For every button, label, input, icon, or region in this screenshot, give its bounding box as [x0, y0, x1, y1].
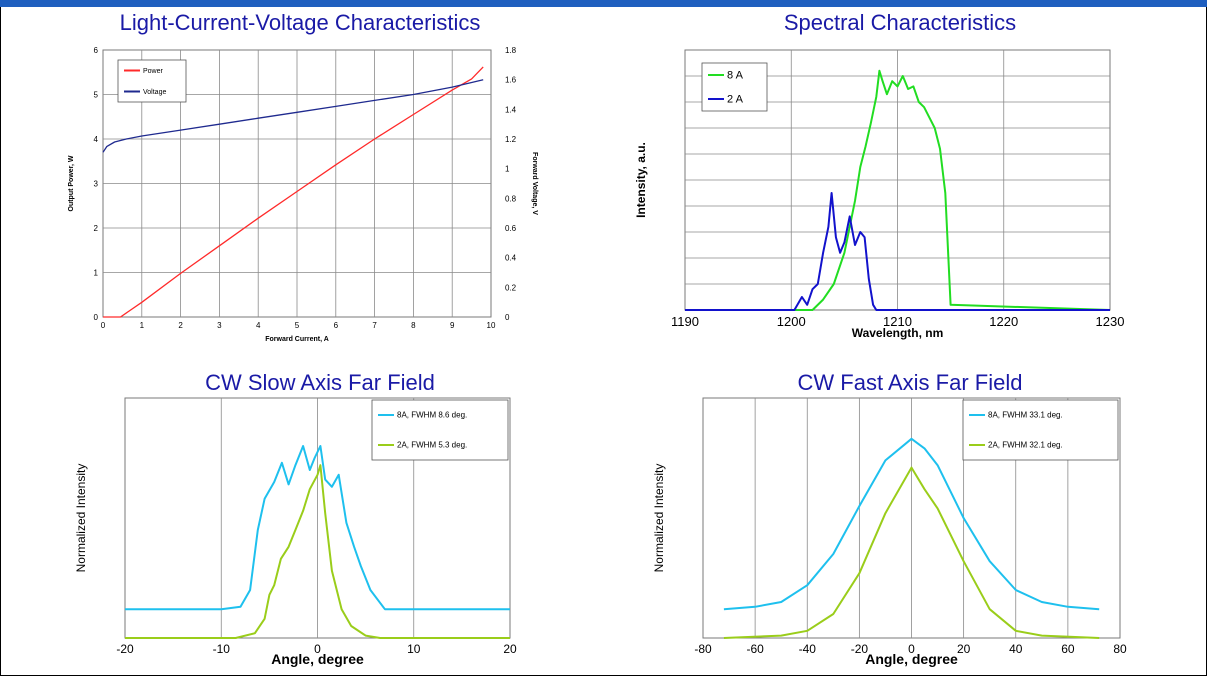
chart-title-slow-axis: CW Slow Axis Far Field — [205, 370, 435, 395]
top-banner — [0, 0, 1207, 7]
x-tick-label-fast: 40 — [1009, 642, 1023, 656]
chart-title-spectral: Spectral Characteristics — [783, 10, 1017, 35]
x-axis-label-fast: Angle, degree — [865, 651, 958, 667]
y-axis-label-slow: Normalized Intensity — [74, 464, 88, 573]
chart-title-lcv: Light-Current-Voltage Characteristics — [119, 10, 481, 35]
x-tick-label-lcv: 9 — [450, 321, 455, 330]
y2-tick-label-lcv: 0.2 — [505, 283, 517, 292]
legend-box-slow — [371, 399, 509, 461]
y-tick-label-lcv: 1 — [94, 269, 99, 278]
series-line-spec-1 — [685, 192, 1110, 311]
x-tick-label-lcv: 3 — [217, 321, 222, 330]
y-tick-label-lcv: 3 — [94, 180, 99, 189]
series-line-fast-0 — [723, 437, 1100, 611]
x-tick-label-spec: 1200 — [777, 314, 806, 329]
x-tick-label-fast: 0 — [908, 642, 915, 656]
y2-tick-label-lcv: 1.8 — [505, 46, 517, 55]
legend-label-spec-0: 8 A — [727, 70, 744, 82]
x-tick-label-slow: 0 — [314, 642, 321, 656]
x-tick-label-spec: 1230 — [1096, 314, 1125, 329]
legend-label-fast-1: 2A, FWHM 32.1 deg. — [988, 441, 1063, 450]
x-tick-label-lcv: 1 — [140, 321, 145, 330]
legend-box-lcv — [117, 59, 187, 103]
series-line-lcv-0 — [103, 66, 484, 318]
y-tick-label-lcv: 4 — [94, 135, 99, 144]
series-line-lcv-1 — [102, 79, 484, 153]
x-tick-label-lcv: 4 — [256, 321, 261, 330]
y2-tick-label-lcv: 0.4 — [505, 254, 517, 263]
x-tick-label-fast: 20 — [957, 642, 971, 656]
series-line-slow-0 — [125, 445, 510, 611]
legend-label-lcv-1: Voltage — [143, 89, 166, 96]
x-tick-label-lcv: 10 — [487, 321, 496, 330]
legend-label-lcv-0: Power — [143, 68, 164, 75]
x-tick-label-spec: 1210 — [883, 314, 912, 329]
y2-tick-label-lcv: 0.6 — [505, 224, 517, 233]
x-tick-label-lcv: 0 — [101, 321, 106, 330]
y2-tick-label-lcv: 1.6 — [505, 76, 517, 85]
x-axis-label-slow: Angle, degree — [271, 651, 364, 667]
x-tick-label-spec: 1190 — [671, 314, 699, 329]
x-tick-label-fast: -60 — [746, 642, 764, 656]
series-line-fast-1 — [723, 466, 1100, 639]
y-axis-label-spec: Intensity, a.u. — [634, 142, 648, 218]
x-tick-label-fast: -40 — [799, 642, 817, 656]
x-tick-label-spec: 1220 — [989, 314, 1018, 329]
x-tick-label-lcv: 7 — [372, 321, 377, 330]
y2-tick-label-lcv: 0.8 — [505, 194, 517, 203]
x-tick-label-fast: 60 — [1061, 642, 1075, 656]
y-tick-label-lcv: 2 — [94, 224, 99, 233]
x-axis-label-lcv: Forward Current, A — [265, 336, 329, 343]
legend-box-fast — [962, 399, 1119, 461]
series-line-spec-0 — [685, 69, 1111, 311]
legend-label-slow-1: 2A, FWHM 5.3 deg. — [397, 441, 467, 450]
x-tick-label-lcv: 8 — [411, 321, 416, 330]
x-tick-label-lcv: 5 — [295, 321, 300, 330]
x-tick-label-slow: 20 — [503, 642, 517, 656]
y2-tick-label-lcv: 0 — [505, 313, 510, 322]
y2-tick-label-lcv: 1.2 — [505, 135, 517, 144]
y2-axis-label-lcv: Forward Voltage, V — [531, 152, 538, 215]
x-axis-label-spec: Wavelength, nm — [852, 326, 944, 340]
legend-label-slow-0: 8A, FWHM 8.6 deg. — [397, 411, 467, 420]
y-tick-label-lcv: 6 — [94, 46, 99, 55]
x-tick-label-lcv: 2 — [178, 321, 183, 330]
legend-box-spec — [701, 62, 768, 112]
x-tick-label-fast: 80 — [1113, 642, 1127, 656]
x-tick-label-slow: -20 — [116, 642, 134, 656]
x-tick-label-fast: -80 — [694, 642, 712, 656]
legend-label-fast-0: 8A, FWHM 33.1 deg. — [988, 411, 1063, 420]
y-tick-label-lcv: 0 — [94, 313, 99, 322]
y2-tick-label-lcv: 1 — [505, 165, 510, 174]
x-tick-label-slow: 10 — [407, 642, 421, 656]
y-axis-label-fast: Normalized Intensity — [652, 464, 666, 573]
chart-title-fast-axis: CW Fast Axis Far Field — [797, 370, 1023, 395]
y-axis-label-lcv: Output Power, W — [68, 155, 75, 211]
x-tick-label-slow: -10 — [213, 642, 231, 656]
legend-label-spec-1: 2 A — [727, 94, 744, 106]
x-tick-label-fast: -20 — [851, 642, 869, 656]
y2-tick-label-lcv: 1.4 — [505, 105, 517, 114]
y-tick-label-lcv: 5 — [94, 91, 99, 100]
series-line-slow-1 — [125, 464, 510, 639]
x-tick-label-lcv: 6 — [334, 321, 339, 330]
